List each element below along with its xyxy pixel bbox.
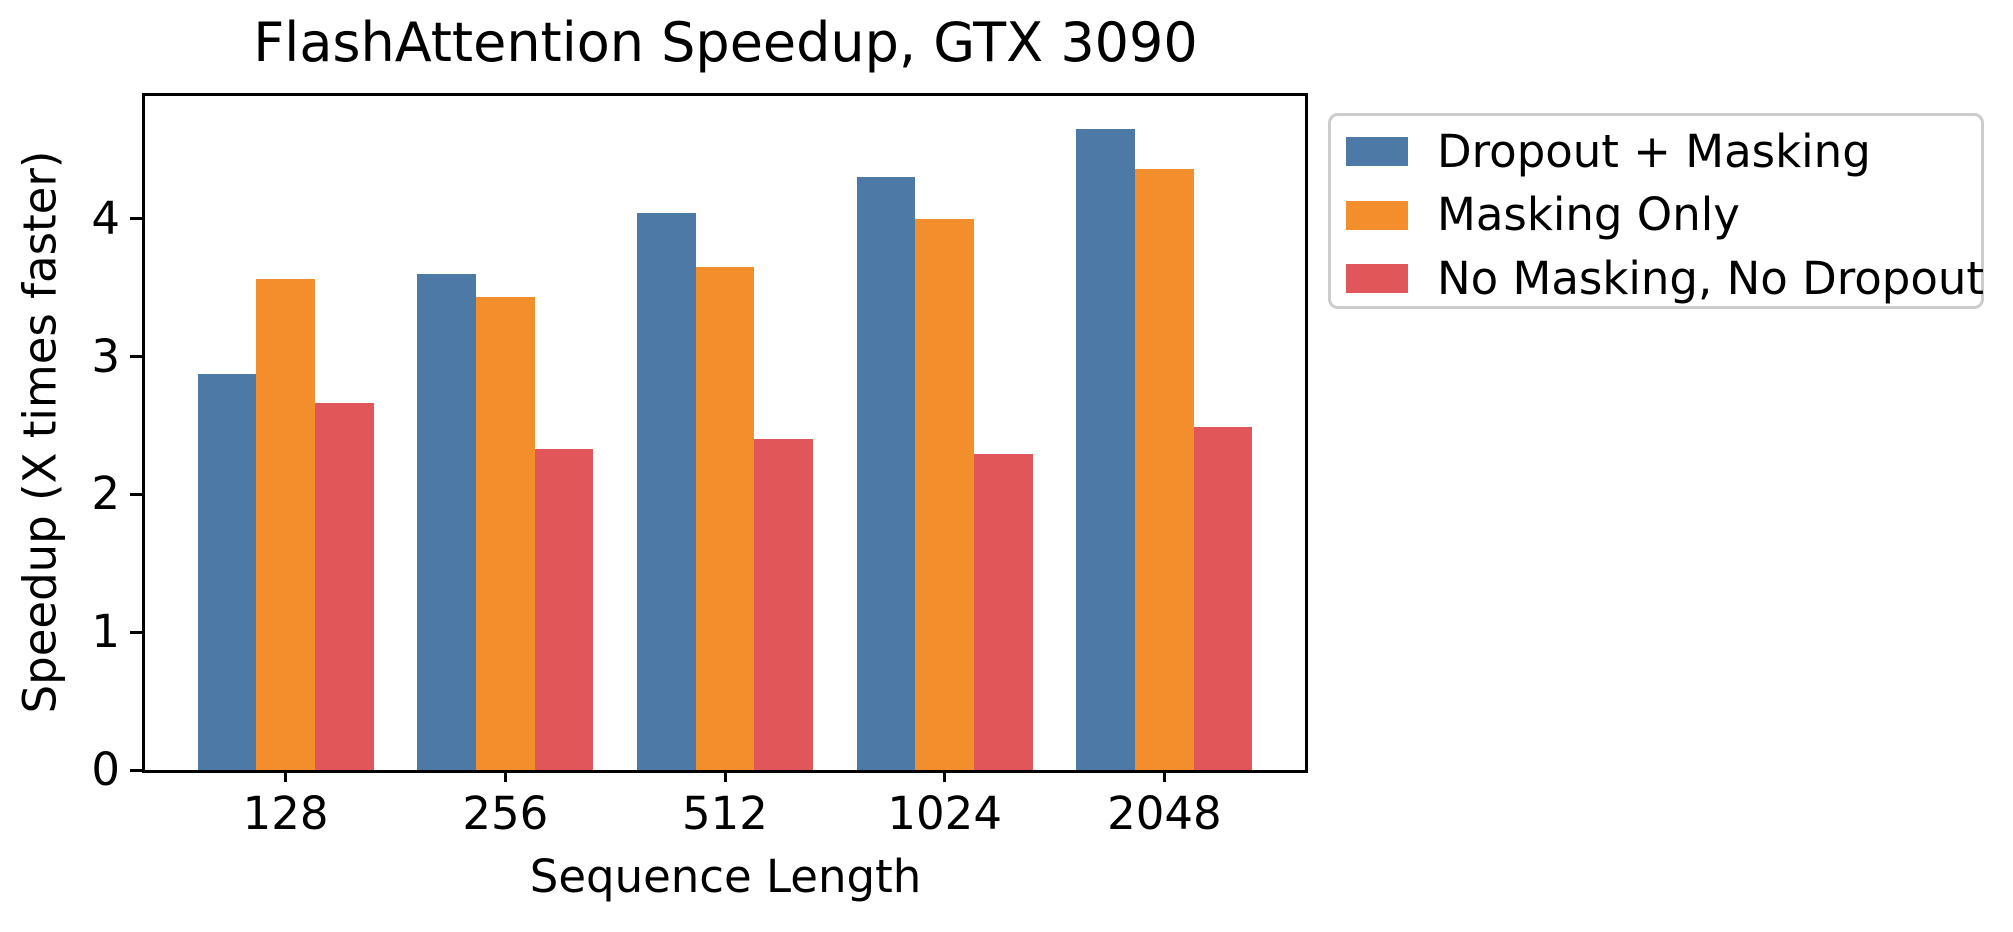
legend-item: Masking Only (1346, 189, 1971, 241)
chart-title: FlashAttention Speedup, GTX 3090 (253, 11, 1198, 74)
bar-series3-2048 (1193, 426, 1253, 770)
bar-series2-256 (475, 297, 535, 770)
y-tick-mark (130, 355, 142, 358)
legend: Dropout + Masking Masking Only No Masking,… (1328, 113, 1984, 309)
bar-series2-512 (695, 266, 755, 770)
bar-series1-2048 (1076, 129, 1136, 770)
x-tick-label: 1024 (887, 787, 1002, 840)
y-tick-mark (130, 630, 142, 634)
y-tick-mark (130, 768, 142, 772)
legend-swatch-icon (1346, 200, 1408, 230)
legend-label: No Masking, No Dropout (1437, 251, 1985, 305)
y-tick-label: 1 (91, 605, 120, 659)
x-tick-mark (723, 770, 727, 782)
x-tick-mark (1162, 770, 1166, 782)
bar-series1-256 (417, 273, 476, 770)
x-tick-mark (284, 770, 288, 782)
legend-label: Masking Only (1437, 188, 1740, 241)
bar-series1-512 (637, 213, 696, 770)
legend-swatch-icon (1346, 264, 1408, 293)
y-tick-label: 0 (91, 743, 120, 796)
bar-series1-1024 (856, 177, 916, 770)
x-tick-label: 128 (242, 787, 329, 840)
x-axis-label: Sequence Length (529, 850, 922, 903)
bar-series1-128 (197, 374, 257, 770)
bar-series2-2048 (1135, 169, 1194, 770)
bar-series3-1024 (974, 454, 1033, 770)
x-tick-label: 256 (462, 787, 549, 840)
bar-series2-1024 (915, 218, 975, 770)
y-tick-label: 3 (91, 329, 120, 383)
y-tick-label: 2 (91, 467, 120, 521)
y-tick-mark (130, 492, 142, 496)
legend-label: Dropout + Masking (1437, 124, 1871, 178)
x-tick-mark (943, 770, 947, 782)
x-tick-label: 2048 (1107, 787, 1222, 840)
y-tick-label: 4 (91, 191, 120, 245)
legend-item: No Masking, No Dropout (1346, 252, 1984, 305)
bar-series3-256 (534, 448, 594, 770)
y-tick-mark (130, 217, 142, 221)
x-tick-label: 512 (682, 787, 768, 840)
bar-series2-128 (256, 279, 315, 770)
legend-swatch-icon (1346, 137, 1408, 166)
bar-series3-512 (754, 439, 813, 770)
legend-item: Dropout + Masking (1346, 124, 1971, 178)
x-tick-mark (503, 770, 507, 782)
bar-series3-128 (314, 403, 374, 770)
